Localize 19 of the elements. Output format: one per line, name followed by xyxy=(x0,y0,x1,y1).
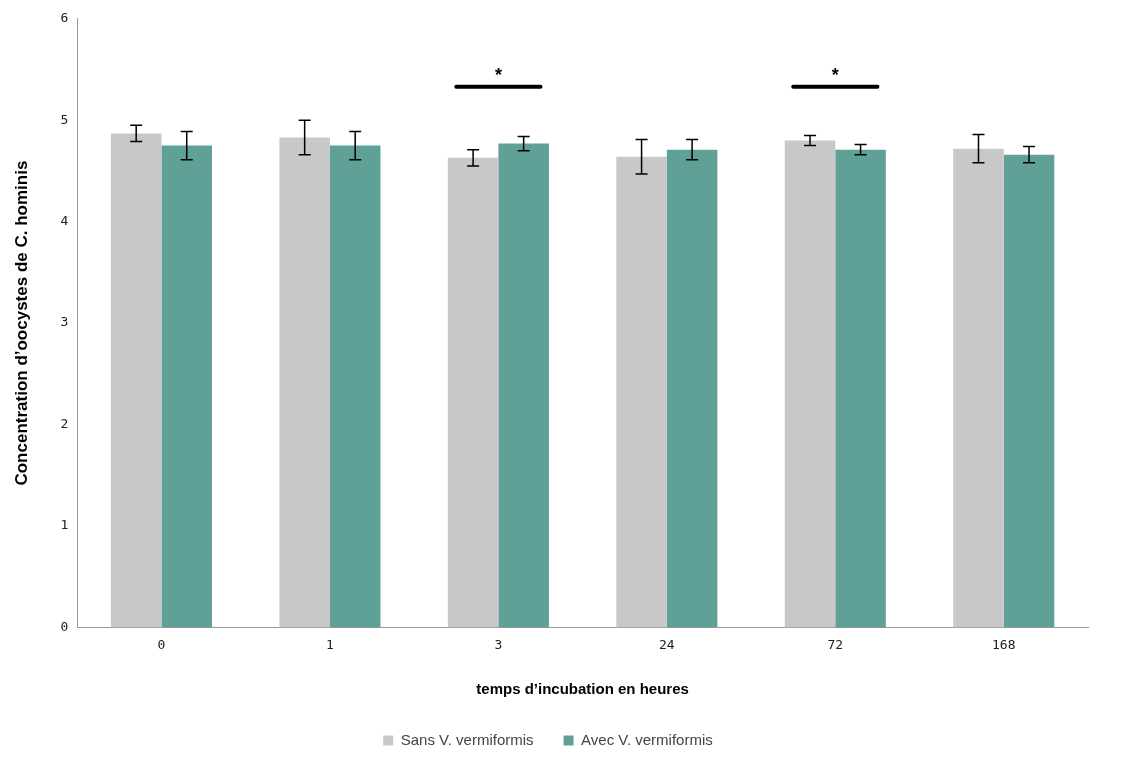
x-tick-label: 168 xyxy=(992,636,1016,652)
y-tick-label: 2 xyxy=(60,415,69,431)
y-tick-label: 3 xyxy=(60,314,69,330)
legend-label: Avec V. vermiformis xyxy=(581,730,713,748)
y-axis-title: Concentration d’oocystes de C. hominis xyxy=(11,160,31,486)
legend-label: Sans V. vermiformis xyxy=(400,730,534,748)
y-tick-label: 0 xyxy=(60,618,69,634)
y-tick-label: 4 xyxy=(60,213,69,229)
x-tick-label: 24 xyxy=(659,636,675,652)
x-tick-label: 1 xyxy=(326,636,334,652)
x-tick-label: 3 xyxy=(494,636,503,652)
y-tick-label: 1 xyxy=(60,517,69,533)
annotation: * xyxy=(494,64,502,85)
x-axis-title: temps d’incubation en heures xyxy=(476,680,689,698)
x-tick-label: 0 xyxy=(157,636,166,652)
x-tick-label: 72 xyxy=(827,636,844,652)
annotation: * xyxy=(831,64,839,85)
y-tick-label: 6 xyxy=(60,10,69,26)
y-tick-label: 5 xyxy=(60,111,69,127)
